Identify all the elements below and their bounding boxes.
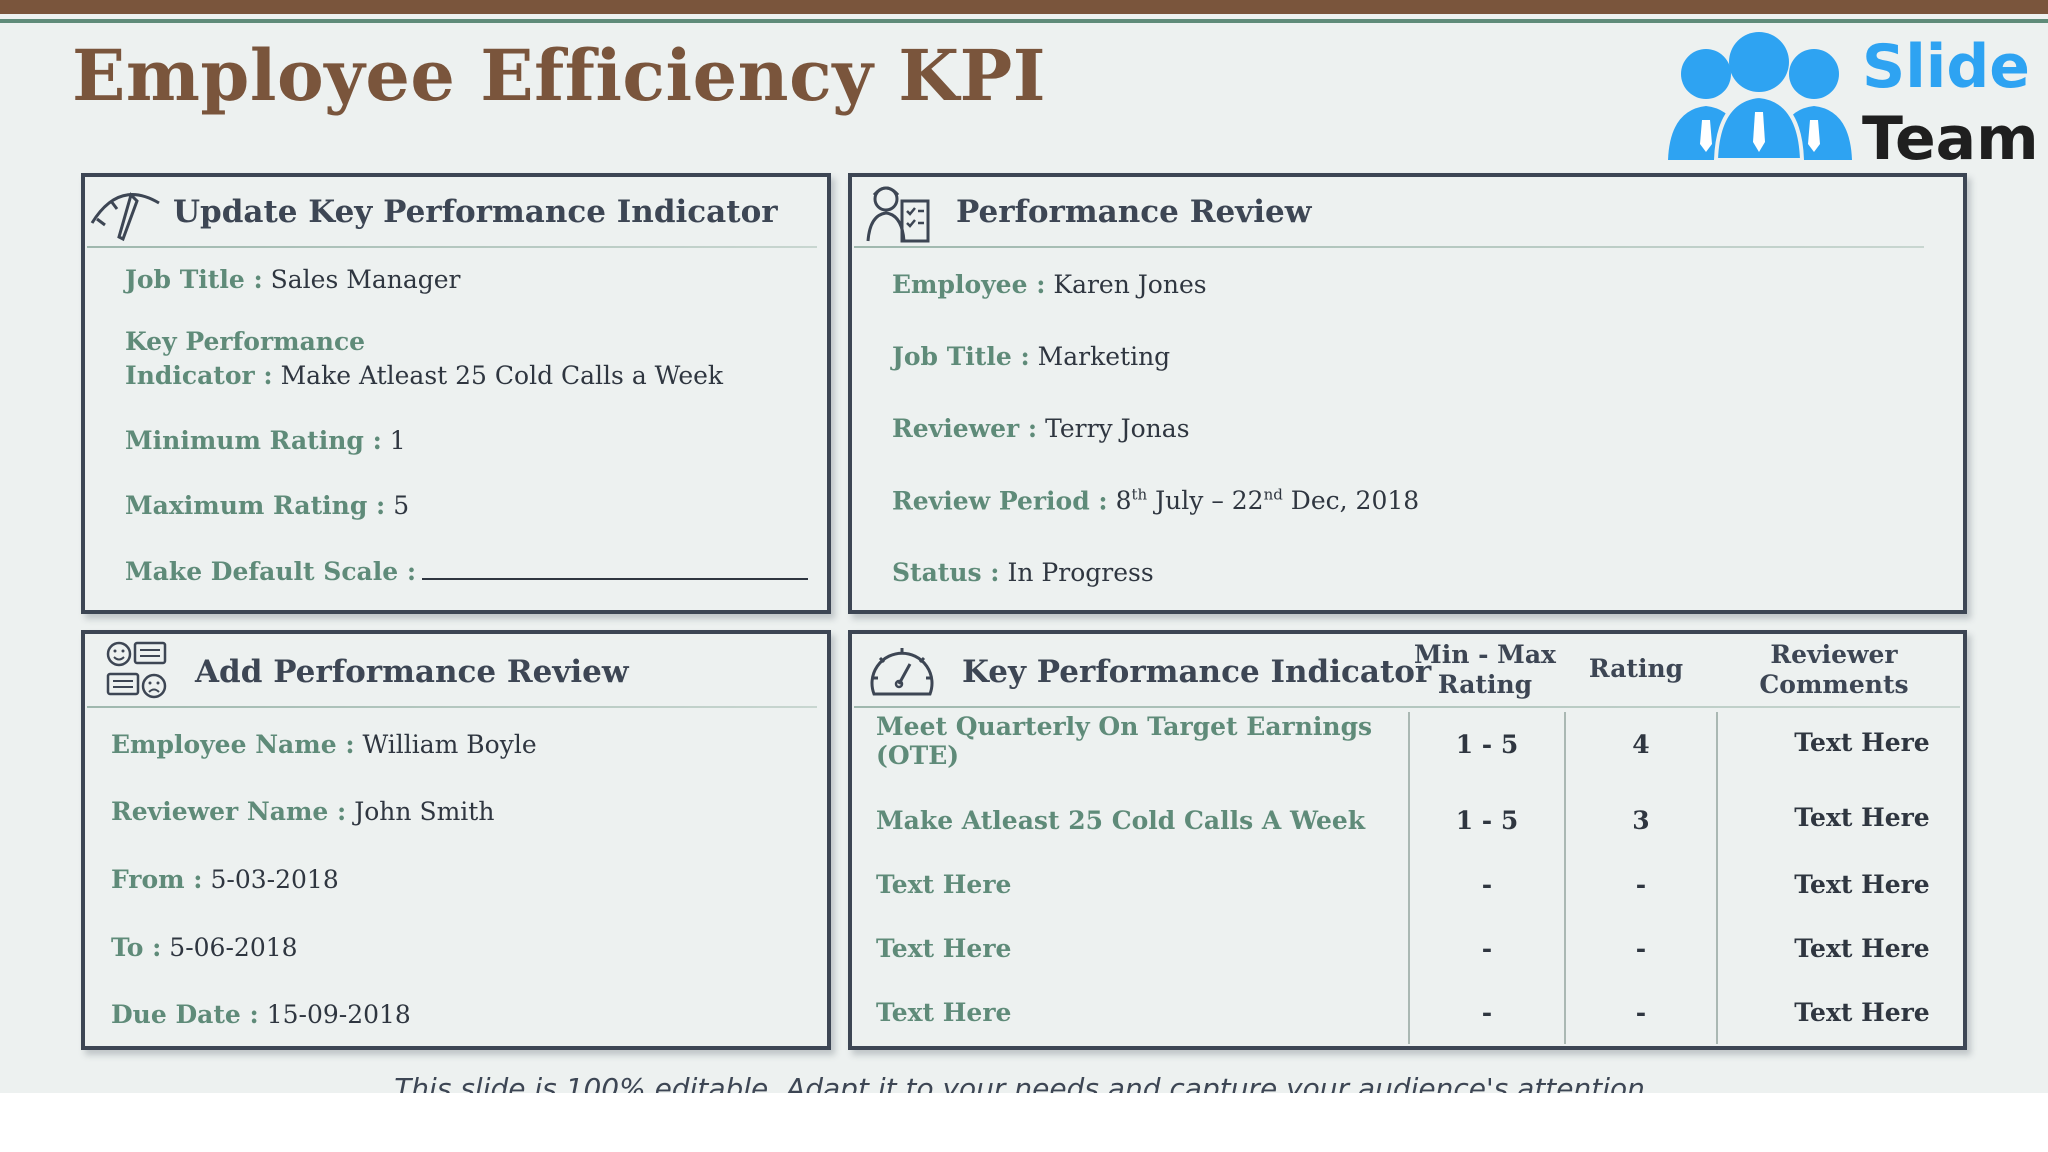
slideteam-logo: Slide Team: [1666, 28, 2039, 174]
performance-review-panel: Performance Review Employee : Karen Jone…: [848, 173, 1967, 614]
add-review-heading: Add Performance Review: [195, 654, 629, 690]
reviewer-checklist-icon: [866, 186, 930, 243]
update-kpi-job-title: Job Title : Sales Manager: [125, 265, 461, 294]
kpi-row-4-comment: Text Here: [1794, 934, 1930, 963]
feedback-faces-icon: [106, 641, 167, 699]
kpi-row-5-rating: -: [1635, 998, 1647, 1027]
col-header-rating: Rating: [1588, 654, 1684, 683]
kpi-row-3-rating: -: [1635, 870, 1647, 899]
kpi-table-rule: [854, 706, 1960, 708]
performance-review-heading: Performance Review: [956, 194, 1312, 230]
update-kpi-default-scale: Make Default Scale :: [125, 556, 809, 586]
kpi-row-2-minmax: 1 - 5: [1455, 806, 1519, 835]
kpi-row-5-indicator: Text Here: [876, 998, 1012, 1027]
kpi-row-4-indicator: Text Here: [876, 934, 1012, 963]
default-scale-blank[interactable]: [422, 556, 809, 580]
col-divider-1: [1408, 712, 1410, 1044]
kpi-row-3-minmax: -: [1481, 870, 1493, 899]
kpi-row-2-comment: Text Here: [1794, 803, 1930, 832]
add-review-panel: Add Performance Review Employee Name : W…: [81, 630, 831, 1050]
top-accent-line: [0, 19, 2048, 23]
col-divider-3: [1716, 712, 1718, 1044]
update-kpi-panel: Update Key Performance Indicator Job Tit…: [81, 173, 831, 614]
review-period: Review Period : 8th July – 22nd Dec, 201…: [892, 486, 1420, 516]
logo-text-slide: Slide: [1862, 32, 2030, 102]
review-employee: Employee : Karen Jones: [892, 270, 1207, 299]
kpi-row-4-minmax: -: [1481, 934, 1493, 963]
kpi-row-2-rating: 3: [1632, 806, 1650, 835]
col-divider-2: [1564, 712, 1566, 1044]
kpi-table-heading: Key Performance Indicator: [962, 654, 1432, 690]
kpi-row-4-rating: -: [1635, 934, 1647, 963]
review-reviewer: Reviewer : Terry Jonas: [892, 414, 1190, 443]
col-header-comments: Reviewer Comments: [1759, 640, 1909, 699]
kpi-row-2-indicator: Make Atleast 25 Cold Calls A Week: [876, 806, 1366, 835]
logo-text-team: Team: [1862, 104, 2039, 174]
page-title: Employee Efficiency KPI: [72, 34, 1046, 117]
people-logo-icon: [1668, 32, 1852, 162]
kpi-row-1-minmax: 1 - 5: [1455, 730, 1519, 759]
kpi-row-1-comment: Text Here: [1794, 728, 1930, 757]
kpi-row-5-minmax: -: [1481, 998, 1493, 1027]
kpi-row-1-indicator: Meet Quarterly On Target Earnings (OTE): [876, 712, 1373, 770]
update-kpi-heading: Update Key Performance Indicator: [173, 194, 778, 230]
kpi-table-panel: Key Performance Indicator Min - Max Rati…: [848, 630, 1967, 1050]
add-review-rule: [87, 706, 817, 708]
kpi-row-3-comment: Text Here: [1794, 870, 1930, 899]
add-review-employee-name: Employee Name : William Boyle: [111, 730, 537, 759]
kpi-row-3-indicator: Text Here: [876, 870, 1012, 899]
top-bar: [0, 0, 2048, 14]
footer-note: This slide is 100% editable. Adapt it to…: [394, 1072, 1654, 1093]
update-kpi-indicator: Key Performance Indicator : Make Atleast…: [125, 327, 724, 390]
review-job-title: Job Title : Marketing: [892, 342, 1171, 371]
update-kpi-min-rating: Minimum Rating : 1: [125, 426, 406, 455]
add-review-to: To : 5-06-2018: [111, 933, 298, 962]
add-review-reviewer-name: Reviewer Name : John Smith: [111, 797, 495, 826]
add-review-from: From : 5-03-2018: [111, 865, 339, 894]
update-kpi-max-rating: Maximum Rating : 5: [125, 491, 410, 520]
col-header-minmax: Min - Max Rating: [1414, 640, 1556, 699]
review-status: Status : In Progress: [892, 558, 1154, 587]
slide: Employee Efficiency KPI Slide Team: [0, 0, 2048, 1093]
kpi-row-1-rating: 4: [1632, 730, 1650, 759]
speedometer-icon: [870, 648, 934, 696]
performance-review-rule: [854, 246, 1924, 248]
kpi-row-5-comment: Text Here: [1794, 998, 1930, 1027]
update-kpi-rule: [87, 246, 817, 248]
gauge-needle-icon: [90, 192, 160, 242]
add-review-due-date: Due Date : 15-09-2018: [111, 1000, 411, 1029]
